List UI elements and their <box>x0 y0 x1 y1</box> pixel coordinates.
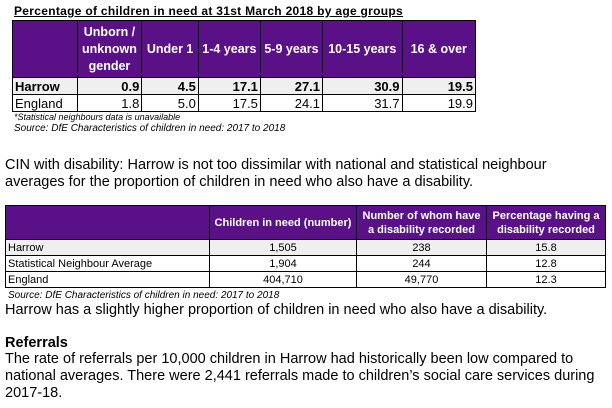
disability-table: Children in need (number) Number of whom… <box>5 205 606 288</box>
header-cell: 16 & over <box>401 20 476 78</box>
table-row: England 1.8 5.0 17.5 24.1 31.7 19.9 <box>12 94 476 112</box>
cell: 404,710 <box>209 271 357 288</box>
table1-title: Percentage of children in need at 31st M… <box>14 4 404 18</box>
cell: 19.5 <box>401 77 476 95</box>
header-cell <box>12 20 78 78</box>
referrals-text: The rate of referrals per 10,000 childre… <box>5 351 595 401</box>
paragraph-harrow-higher: Harrow has a slightly higher proportion … <box>5 302 548 318</box>
cell: 17.5 <box>197 94 261 112</box>
referrals-heading: Referrals <box>5 335 68 351</box>
header-cell: Percentage having a disability recorded <box>486 205 606 240</box>
cell: 12.8 <box>486 255 606 272</box>
table1-source: Source: DfE Characteristics of children … <box>14 123 286 134</box>
cell: 4.5 <box>141 77 199 95</box>
table-row: Harrow 0.9 4.5 17.1 27.1 30.9 19.5 <box>12 77 476 95</box>
table-row: Harrow 1,505 238 15.8 <box>5 239 606 256</box>
cell: 49,770 <box>356 271 487 288</box>
cell: 30.9 <box>322 77 403 95</box>
cell: 15.8 <box>486 239 606 256</box>
paragraph-cin-disability: CIN with disability: Harrow is not too d… <box>5 157 547 190</box>
header-cell: Unborn / unknown gender <box>76 20 143 78</box>
row-label: Harrow <box>12 77 78 95</box>
header-cell: 5-9 years <box>259 20 324 78</box>
row-label: Statistical Neighbour Average <box>5 255 210 272</box>
cell: 238 <box>356 239 487 256</box>
cell: 31.7 <box>322 94 403 112</box>
table-row: Statistical Neighbour Average 1,904 244 … <box>5 255 606 272</box>
cell: 17.1 <box>197 77 261 95</box>
cell: 24.1 <box>259 94 324 112</box>
cell: 12.3 <box>486 271 606 288</box>
table-row: England 404,710 49,770 12.3 <box>5 271 606 288</box>
header-cell: 10-15 years <box>322 20 403 78</box>
row-label: England <box>12 94 78 112</box>
cell: 27.1 <box>259 77 324 95</box>
cell: 0.9 <box>76 77 143 95</box>
table2-source: Source: DfE Characteristics of children … <box>8 290 280 301</box>
cell: 1.8 <box>76 94 143 112</box>
header-cell: 1-4 years <box>197 20 261 78</box>
cell: 1,904 <box>209 255 357 272</box>
header-cell: Under 1 <box>141 20 199 78</box>
cell: 1,505 <box>209 239 357 256</box>
row-label: England <box>5 271 210 288</box>
table1-note: *Statistical neighbours data is unavaila… <box>14 112 181 122</box>
row-label: Harrow <box>5 239 210 256</box>
cell: 244 <box>356 255 487 272</box>
cell: 5.0 <box>141 94 199 112</box>
age-group-table: Unborn / unknown gender Under 1 1-4 year… <box>12 20 476 112</box>
header-cell: Children in need (number) <box>209 205 357 240</box>
header-cell: Number of whom have a disability recorde… <box>356 205 487 240</box>
header-cell <box>5 205 210 240</box>
cell: 19.9 <box>401 94 476 112</box>
